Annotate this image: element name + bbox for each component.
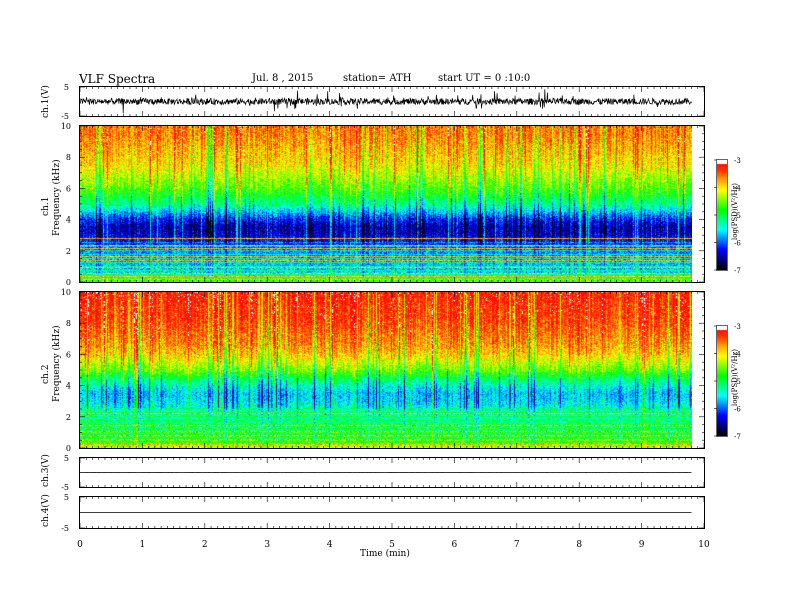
x-tick-label: 9 — [639, 540, 645, 550]
colorbar-frame — [716, 159, 728, 271]
colorbar-tick-label: -4 — [734, 351, 741, 359]
ch4-voltage-ylabel: ch.4(V) — [41, 494, 51, 527]
y-tick-label: 10 — [61, 122, 71, 131]
colorbar-tick-label: -5 — [734, 212, 741, 220]
start-time-label: start UT = 0 :10:0 — [438, 73, 531, 84]
x-tick-label: 6 — [452, 540, 458, 550]
y-tick-label: 10 — [61, 288, 71, 297]
y-tick-label: 8 — [66, 153, 71, 162]
y-tick-label: 5 — [64, 493, 69, 502]
ch1-spectrogram-image — [80, 126, 692, 282]
y-tick-label: -5 — [61, 524, 69, 533]
ch2-spectrogram-frame — [79, 291, 705, 449]
y-tick-label: 6 — [66, 350, 71, 359]
x-tick-label: 5 — [389, 540, 395, 550]
station-label: station= ATH — [343, 73, 412, 84]
ch2-channel-label: ch.2 — [41, 364, 51, 384]
ch1-waveform-trace — [79, 89, 692, 114]
ch2-spectrogram-image — [80, 292, 692, 448]
ch1-channel-label: ch.1 — [41, 196, 51, 216]
ch3-voltage-ylabel: ch.3(V) — [41, 454, 51, 487]
x-tick-label: 8 — [576, 540, 582, 550]
y-tick-label: 2 — [66, 247, 71, 256]
y-tick-label: -5 — [61, 112, 69, 121]
colorbar-tick-label: -4 — [734, 185, 741, 193]
colorbar-tick-label: -7 — [734, 433, 741, 441]
date-label: Jul. 8 , 2015 — [252, 73, 314, 84]
colorbar-tick-label: -6 — [734, 240, 741, 248]
ch1-frequency-ylabel: Frequency (kHz) — [52, 159, 62, 236]
y-tick-label: 5 — [64, 83, 69, 92]
y-tick-label: 0 — [66, 278, 71, 287]
y-tick-label: -5 — [61, 483, 69, 492]
colorbar-tick-label: -3 — [734, 157, 741, 165]
ch4-waveform-frame — [79, 496, 705, 529]
ch2-colorbar-image — [717, 326, 727, 436]
colorbar-tick-label: -7 — [734, 267, 741, 275]
x-tick-label: 4 — [327, 540, 333, 550]
y-tick-label: 0 — [66, 444, 71, 453]
y-tick-label: 6 — [66, 184, 71, 193]
ch2-frequency-ylabel: Frequency (kHz) — [52, 325, 62, 402]
y-tick-label: 8 — [66, 319, 71, 328]
x-tick-label: 2 — [202, 540, 208, 550]
x-tick-label: 1 — [140, 540, 146, 550]
figure-title: VLF Spectra — [79, 72, 156, 86]
colorbar-tick-label: -3 — [734, 323, 741, 331]
ch1-colorbar-image — [717, 160, 727, 270]
y-tick-label: 4 — [66, 216, 71, 225]
ch2-colorbar-label: log(PSD)(V²/Hz) — [731, 349, 739, 406]
ch1-spectrogram-frame — [79, 125, 705, 283]
ch1-waveform-frame — [79, 86, 705, 117]
time-axis-title: Time (min) — [360, 549, 410, 559]
x-tick-label: 7 — [514, 540, 520, 550]
colorbar-tick-label: -5 — [734, 378, 741, 386]
x-tick-label: 10 — [698, 540, 710, 550]
y-tick-label: 5 — [64, 454, 69, 463]
ch3-waveform-frame — [79, 457, 705, 488]
x-tick-label: 3 — [264, 540, 270, 550]
colorbar-frame — [716, 325, 728, 437]
y-tick-label: 4 — [66, 382, 71, 391]
x-tick-label: 0 — [77, 540, 83, 550]
ch1-voltage-ylabel: ch.1(V) — [41, 85, 51, 118]
ch1-colorbar-label: log(PSD)(V²/Hz) — [731, 183, 739, 240]
y-tick-label: 2 — [66, 413, 71, 422]
colorbar-tick-label: -6 — [734, 406, 741, 414]
